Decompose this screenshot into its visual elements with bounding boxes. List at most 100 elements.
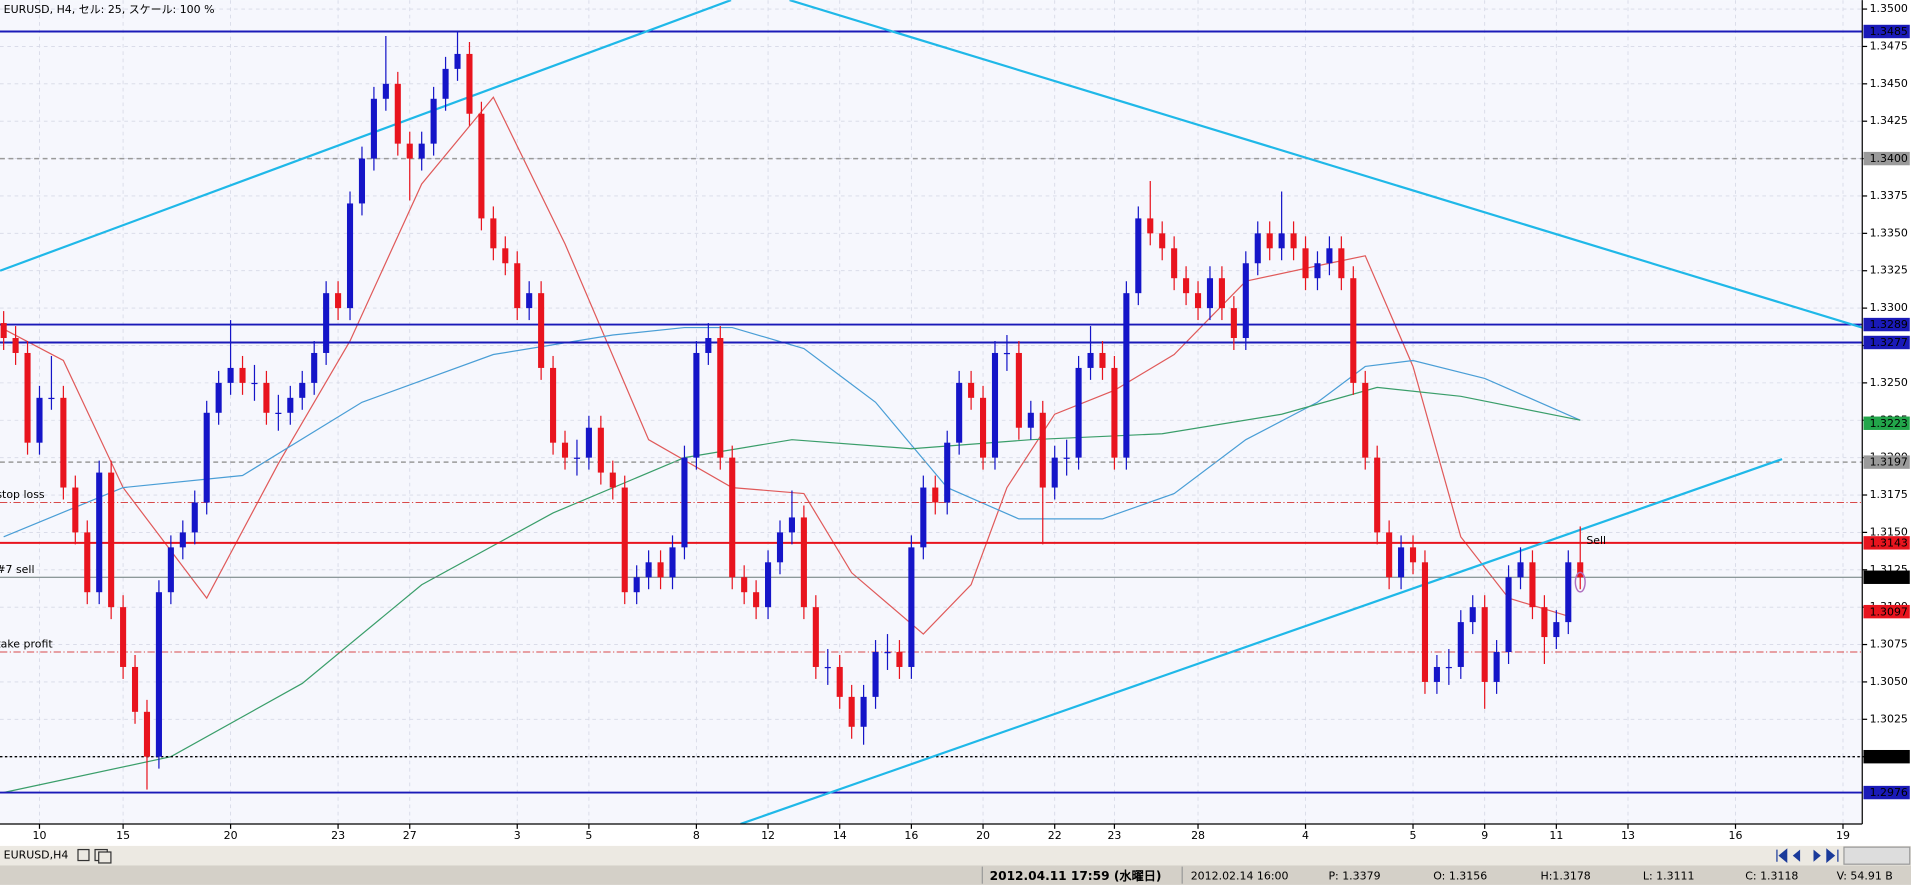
y-tick-label: 1.3375 <box>1870 189 1908 202</box>
nav-first[interactable] <box>1776 848 1788 864</box>
candle-body <box>968 382 975 398</box>
candle-body <box>0 323 7 339</box>
candle-body <box>335 293 342 309</box>
status-time: 2012.04.11 17:59 (水曜日) <box>990 868 1162 883</box>
candle-body <box>1183 278 1190 294</box>
plot: stop loss #7 sell take profit Sell <box>0 0 1863 824</box>
x-tick-label: 28 <box>1191 829 1205 842</box>
y-tick-label: 1.3075 <box>1870 638 1908 651</box>
candle-body <box>1553 622 1560 638</box>
candle-body <box>597 427 604 473</box>
tab-icon[interactable] <box>77 848 90 862</box>
candle-body <box>908 547 915 667</box>
candle-body <box>705 338 712 353</box>
candle-body <box>1290 233 1297 249</box>
candle-body <box>669 547 676 578</box>
candle-body <box>1099 352 1106 368</box>
axes: 1.30001.30251.30501.30751.31001.31251.31… <box>33 2 1910 842</box>
price-box <box>1863 335 1910 350</box>
candle-body <box>120 607 127 667</box>
y-tick-label: 1.3425 <box>1870 114 1908 127</box>
trendline <box>0 0 732 272</box>
candle-body <box>1266 233 1273 249</box>
nav-last[interactable] <box>1826 848 1839 864</box>
x-tick-label: 5 <box>1410 829 1417 842</box>
candle-body <box>776 532 784 563</box>
trendline <box>789 0 1863 329</box>
candle-body <box>1565 562 1572 623</box>
nav-prev[interactable] <box>1792 849 1801 862</box>
candle-body <box>1362 382 1369 458</box>
y-tick-label: 1.3025 <box>1870 712 1908 725</box>
candle-body <box>84 532 91 593</box>
candle-body <box>1230 308 1237 339</box>
candle-body <box>490 218 497 249</box>
candle-body <box>1469 607 1476 623</box>
chart-tab[interactable]: EURUSD,H4 <box>4 849 69 862</box>
candle-body <box>896 652 903 667</box>
candle-body <box>717 338 724 458</box>
candle-body <box>979 397 987 458</box>
candle-body <box>1445 666 1452 669</box>
candle-body <box>1194 293 1202 309</box>
candle-body <box>251 382 258 385</box>
candle-body <box>48 397 55 400</box>
status-volume: V: 54.91 B <box>1837 869 1893 882</box>
price-box <box>1863 24 1910 39</box>
price-box <box>1863 455 1910 469</box>
candle-body <box>645 562 652 578</box>
candle-body <box>36 397 43 443</box>
price-box <box>1863 416 1910 430</box>
candle-body <box>729 457 736 578</box>
nav-next[interactable] <box>1813 849 1821 862</box>
price-box-label: 1.3289 <box>1870 318 1908 331</box>
candle-body <box>179 532 186 548</box>
price-box-label: 1.3197 <box>1870 456 1908 469</box>
candle-body <box>788 517 795 533</box>
y-tick-label: 1.3350 <box>1870 226 1908 239</box>
price-box <box>1863 785 1910 800</box>
x-tick-label: 12 <box>761 829 775 842</box>
candle-body <box>1135 218 1142 294</box>
price-box <box>1863 536 1910 550</box>
candle-body <box>991 352 999 458</box>
status-open: O: 1.3156 <box>1433 869 1487 882</box>
candle-body <box>741 577 748 593</box>
x-tick-label: 10 <box>33 829 47 842</box>
price-box <box>1863 151 1910 166</box>
candle-body <box>609 472 616 488</box>
candle-body <box>1374 457 1381 533</box>
moving-average <box>3 326 1581 538</box>
x-tick-label: 19 <box>1836 829 1850 842</box>
candle-body <box>1278 233 1285 249</box>
candle-body <box>143 711 151 757</box>
candle-body <box>585 427 592 458</box>
candle-body <box>884 652 891 654</box>
y-tick-label: 1.3500 <box>1870 2 1908 15</box>
moving-average <box>3 96 1569 635</box>
status-price: P: 1.3379 <box>1328 869 1380 882</box>
candle-body <box>872 652 879 697</box>
x-tick-label: 8 <box>693 829 700 842</box>
candle-body <box>812 607 819 667</box>
candle-body <box>155 592 162 757</box>
candle-body <box>191 502 198 533</box>
x-tick-label: 5 <box>585 829 592 842</box>
candle-body <box>1409 547 1417 563</box>
x-tick-label: 3 <box>514 829 521 842</box>
price-box <box>1863 317 1910 332</box>
y-tick-label: 1.3175 <box>1870 488 1908 501</box>
candle-body <box>382 83 389 99</box>
zoom-button[interactable] <box>1843 846 1911 865</box>
candle-body <box>1577 562 1584 578</box>
candle-body <box>454 53 461 69</box>
candle-body <box>24 352 31 443</box>
tab-icon[interactable] <box>98 851 112 864</box>
candle-body <box>550 367 557 443</box>
x-tick-label: 23 <box>1107 829 1121 842</box>
tab-bar <box>0 845 1911 866</box>
candle-body <box>1326 248 1333 264</box>
x-tick-label: 11 <box>1549 829 1563 842</box>
candle-body <box>693 352 700 458</box>
candle-body <box>502 248 509 264</box>
